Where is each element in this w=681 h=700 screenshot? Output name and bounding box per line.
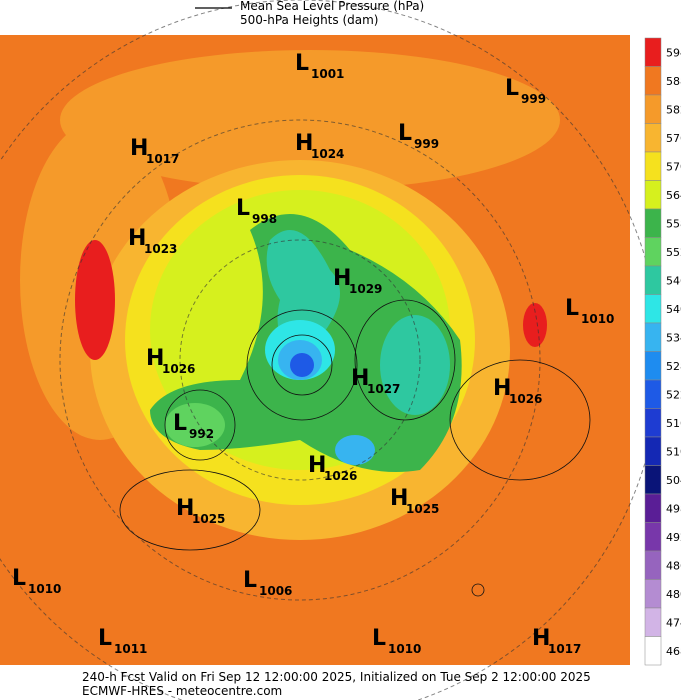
- map: [0, 0, 661, 700]
- colorbar-label: 534: [666, 331, 681, 344]
- center-letter: L: [12, 566, 26, 591]
- colorbar-label: 558: [666, 217, 681, 230]
- colorbar-swatch: [644, 37, 662, 67]
- center-letter: L: [295, 51, 309, 76]
- center-letter: L: [398, 121, 412, 146]
- colorbar-swatch: [644, 151, 662, 181]
- center-letter: L: [243, 568, 257, 593]
- colorbar-label: 486: [666, 559, 681, 572]
- colorbar-label: 564: [666, 189, 681, 202]
- colorbar-swatch: [644, 408, 662, 438]
- colorbar-label: 504: [666, 474, 681, 487]
- center-value: 998: [252, 212, 277, 226]
- colorbar-swatch: [644, 379, 662, 409]
- center-value: 1010: [581, 312, 614, 326]
- footer-line: 240-h Fcst Valid on Fri Sep 12 12:00:00 …: [82, 670, 591, 684]
- colorbar-label: 576: [666, 132, 681, 145]
- center-letter: H: [146, 346, 164, 371]
- center-letter: L: [505, 76, 519, 101]
- colorbar-swatch: [644, 436, 662, 466]
- colorbar-swatch: [644, 636, 662, 666]
- colorbar-label: 510: [666, 445, 681, 458]
- center-value: 1026: [509, 392, 542, 406]
- colorbar: 594 588 582 576 570 564 558 552 546 540 534 528 522 5…: [644, 37, 681, 666]
- colorbar-label: 588: [666, 75, 681, 88]
- center-letter: H: [176, 496, 194, 521]
- colorbar-swatch: [644, 579, 662, 609]
- colorbar-swatch: [644, 607, 662, 637]
- colorbar-label: 498: [666, 502, 681, 515]
- colorbar-label: 516: [666, 417, 681, 430]
- center-value: 1001: [311, 67, 344, 81]
- center-value: 1027: [367, 382, 400, 396]
- legend-label: 500-hPa Heights (dam): [240, 13, 378, 27]
- center-letter: H: [351, 366, 369, 391]
- colorbar-swatch: [644, 237, 662, 267]
- colorbar-swatch: [644, 66, 662, 96]
- colorbar-swatch: [644, 522, 662, 552]
- colorbar-label: 594: [666, 46, 681, 59]
- center-value: 1025: [192, 512, 225, 526]
- center-letter: H: [333, 266, 351, 291]
- center-value: 1026: [162, 362, 195, 376]
- center-letter: H: [532, 626, 550, 651]
- center-value: 1026: [324, 469, 357, 483]
- center-value: 1024: [311, 147, 344, 161]
- colorbar-label: 582: [666, 103, 681, 116]
- colorbar-swatch: [644, 351, 662, 381]
- colorbar-swatch: [644, 322, 662, 352]
- colorbar-label: 522: [666, 388, 681, 401]
- center-letter: L: [173, 411, 187, 436]
- footer-line: ECMWF-HRES - meteocentre.com: [82, 684, 282, 698]
- colorbar-label: 570: [666, 160, 681, 173]
- center-value: 1010: [28, 582, 61, 596]
- center-letter: L: [98, 626, 112, 651]
- colorbar-label: 474: [666, 616, 681, 629]
- center-value: 999: [521, 92, 546, 106]
- colorbar-label: 468: [666, 645, 681, 658]
- center-value: 1029: [349, 282, 382, 296]
- colorbar-label: 546: [666, 274, 681, 287]
- colorbar-swatch: [644, 123, 662, 153]
- center-letter: L: [565, 296, 579, 321]
- center-letter: H: [295, 131, 313, 156]
- colorbar-label: 528: [666, 360, 681, 373]
- center-value: 999: [414, 137, 439, 151]
- center-value: 1023: [144, 242, 177, 256]
- colorbar-swatch: [644, 94, 662, 124]
- colorbar-label: 492: [666, 531, 681, 544]
- colorbar-swatch: [644, 493, 662, 523]
- colorbar-label: 552: [666, 246, 681, 259]
- colorbar-label: 480: [666, 588, 681, 601]
- colorbar-swatch: [644, 208, 662, 238]
- legend-label: Mean Sea Level Pressure (hPa): [240, 0, 424, 13]
- center-letter: H: [493, 376, 511, 401]
- center-letter: L: [236, 196, 250, 221]
- center-value: 992: [189, 427, 214, 441]
- colorbar-swatch: [644, 294, 662, 324]
- center-letter: H: [130, 136, 148, 161]
- colorbar-label: 540: [666, 303, 681, 316]
- center-value: 1006: [259, 584, 292, 598]
- center-value: 1010: [388, 642, 421, 656]
- colorbar-swatch: [644, 550, 662, 580]
- center-letter: H: [308, 453, 326, 478]
- colorbar-swatch: [644, 265, 662, 295]
- center-value: 1025: [406, 502, 439, 516]
- center-letter: H: [128, 226, 146, 251]
- center-value: 1017: [548, 642, 581, 656]
- colorbar-swatch: [644, 465, 662, 495]
- center-letter: H: [390, 486, 408, 511]
- colorbar-swatch: [644, 180, 662, 210]
- center-letter: L: [372, 626, 386, 651]
- center-value: 1011: [114, 642, 147, 656]
- center-value: 1017: [146, 152, 179, 166]
